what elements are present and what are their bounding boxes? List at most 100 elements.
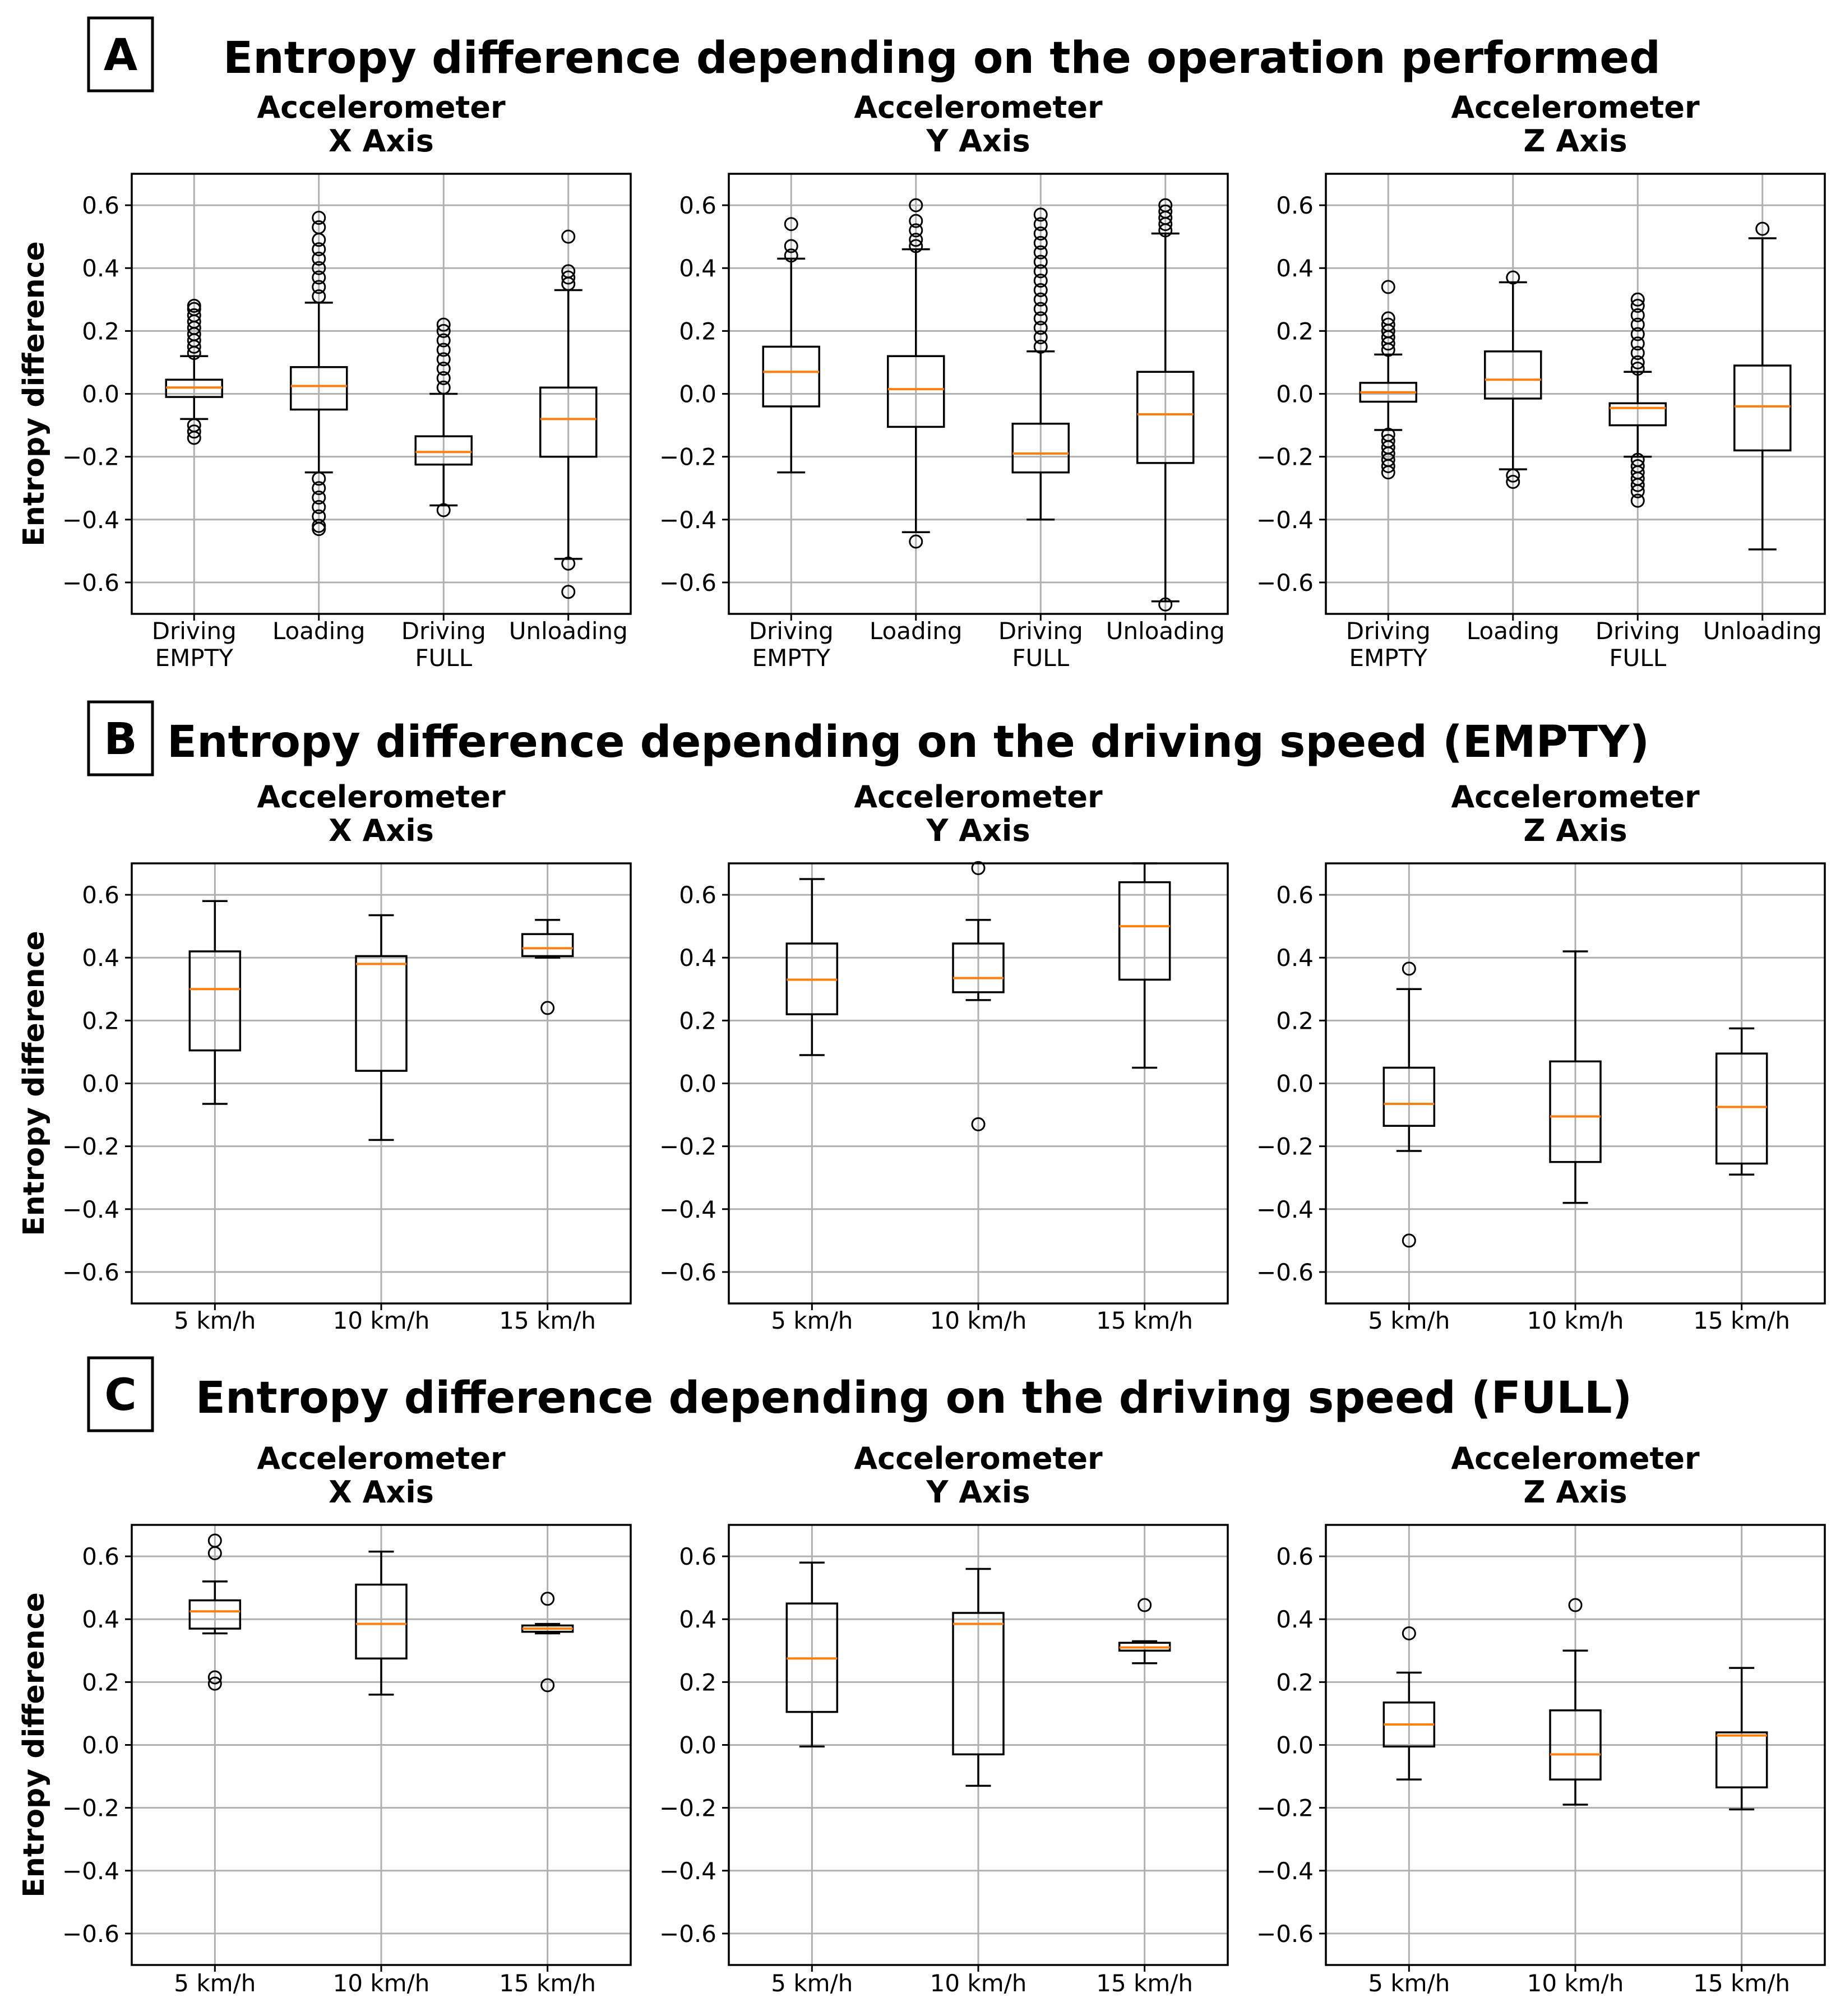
y-tick-label: 0.0 xyxy=(82,1732,119,1759)
y-tick-label: 0.6 xyxy=(1276,1543,1314,1570)
box-3 xyxy=(1011,207,1070,521)
box-iqr xyxy=(1484,350,1542,400)
x-tick-label: Loading xyxy=(272,617,366,645)
box-3 xyxy=(1118,1598,1171,1664)
y-tick-label: 0.6 xyxy=(679,881,716,909)
box-iqr xyxy=(1608,402,1667,427)
x-tick-label: Driving xyxy=(749,617,834,645)
y-tick-label: 0.0 xyxy=(679,1732,716,1759)
box-2 xyxy=(952,861,1005,1131)
outlier-point xyxy=(312,500,326,514)
y-axis-label: Entropy difference xyxy=(17,931,51,1236)
y-tick-label: −0.2 xyxy=(1256,1795,1314,1822)
subplot-title-line2: Z Axis xyxy=(1523,813,1627,848)
box-3 xyxy=(1715,1027,1768,1176)
y-tick-label: −0.2 xyxy=(659,443,716,471)
outlier-point xyxy=(1033,339,1048,354)
x-tick-label: 10 km/h xyxy=(1527,1969,1624,1997)
grid xyxy=(132,1525,631,1965)
outlier-point xyxy=(436,352,451,367)
outlier-point xyxy=(1033,321,1048,335)
box-2 xyxy=(887,198,945,549)
outlier-point xyxy=(784,217,798,232)
outlier-point xyxy=(1033,311,1048,326)
box-iqr xyxy=(1118,881,1171,981)
x-tick-label: 5 km/h xyxy=(771,1307,853,1334)
outlier-point xyxy=(312,220,326,234)
y-tick-label: 0.2 xyxy=(1276,317,1314,345)
y-tick-label: −0.4 xyxy=(1256,1196,1314,1223)
outlier-point xyxy=(436,380,451,395)
outlier-point xyxy=(1137,1598,1152,1612)
outlier-point xyxy=(1402,1626,1416,1640)
outlier-point xyxy=(187,299,201,313)
outlier-point xyxy=(1033,302,1048,316)
y-tick-label: −0.6 xyxy=(1256,1259,1314,1286)
box-iqr xyxy=(290,366,348,411)
outlier-point xyxy=(784,248,798,263)
panel-title: Entropy difference depending on the driv… xyxy=(167,717,1649,767)
y-tick-label: −0.2 xyxy=(62,1795,119,1822)
outlier-point xyxy=(909,198,923,212)
outlier-point xyxy=(1033,264,1048,279)
y-tick-label: 0.0 xyxy=(679,1070,716,1098)
x-tick-label: Driving xyxy=(152,617,237,645)
outlier-point xyxy=(1033,283,1048,297)
box-iqr xyxy=(887,355,945,428)
box-iqr xyxy=(952,1612,1005,1756)
outlier-point xyxy=(187,424,201,439)
outlier-point xyxy=(1630,336,1645,351)
y-tick-label: −0.4 xyxy=(62,1857,119,1885)
y-tick-label: −0.4 xyxy=(659,506,716,534)
box-3 xyxy=(521,1592,574,1693)
x-tick-label: 15 km/h xyxy=(1096,1307,1193,1334)
x-tick-label: 10 km/h xyxy=(333,1969,430,1997)
box-2 xyxy=(1549,1598,1602,1806)
box-4 xyxy=(1136,198,1195,612)
box-iqr xyxy=(1549,1709,1602,1781)
outlier-point xyxy=(1381,465,1395,480)
x-tick-label: EMPTY xyxy=(752,644,831,672)
box-3 xyxy=(1608,292,1667,508)
y-tick-label: −0.6 xyxy=(62,1920,119,1948)
y-tick-label: −0.6 xyxy=(659,1259,716,1286)
subplot-title-line2: X Axis xyxy=(329,813,434,848)
box-iqr xyxy=(1011,423,1070,474)
outlier-point xyxy=(1158,198,1173,212)
outlier-point xyxy=(540,1001,555,1015)
outlier-point xyxy=(784,239,798,253)
panel-header-c: C Entropy difference depending on the dri… xyxy=(87,1356,1632,1432)
plot-frame xyxy=(728,173,1229,615)
x-tick-label: FULL xyxy=(1012,644,1069,672)
outlier-point xyxy=(1630,478,1645,492)
outlier-point xyxy=(436,333,451,348)
subplot-title-line2: Y Axis xyxy=(926,1474,1030,1510)
outlier-point xyxy=(1402,1233,1416,1248)
plot-frame xyxy=(131,1524,632,1966)
panel-letter: B xyxy=(104,714,137,765)
box-iqr xyxy=(521,933,574,958)
x-tick-label: Unloading xyxy=(1106,617,1225,645)
x-tick-label: Loading xyxy=(870,617,963,645)
outlier-point xyxy=(207,1676,222,1691)
outlier-point xyxy=(207,1670,222,1685)
box-iqr xyxy=(1715,1052,1768,1165)
outlier-point xyxy=(909,534,923,549)
x-tick-label: 5 km/h xyxy=(174,1307,256,1334)
panel-letter: C xyxy=(104,1370,136,1421)
outlier-point xyxy=(1158,597,1173,612)
subplot-title-line1: Accelerometer xyxy=(1451,90,1700,125)
y-tick-label: 0.0 xyxy=(1276,1070,1314,1098)
subplot-title-line1: Accelerometer xyxy=(1451,1441,1700,1476)
panel-letter: A xyxy=(104,30,137,81)
y-tick-label: 0.4 xyxy=(679,255,716,282)
x-tick-label: 15 km/h xyxy=(1693,1969,1790,1997)
y-tick-label: 0.6 xyxy=(82,881,119,909)
outlier-point xyxy=(1033,217,1048,232)
y-tick-label: 0.4 xyxy=(1276,255,1314,282)
y-tick-label: 0.4 xyxy=(82,255,119,282)
x-tick-label: 10 km/h xyxy=(930,1969,1027,1997)
